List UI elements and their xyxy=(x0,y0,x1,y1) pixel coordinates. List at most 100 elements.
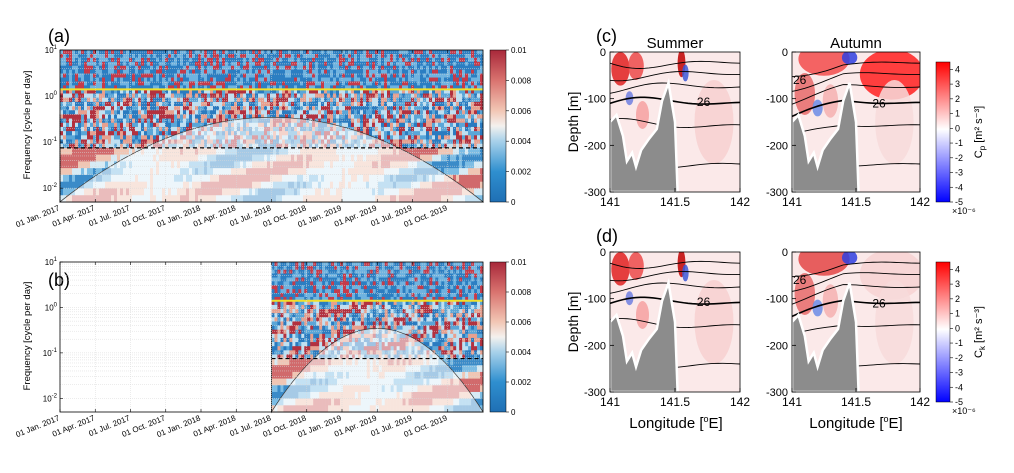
wavelet-cell xyxy=(63,101,67,107)
wavelet-cell xyxy=(462,77,466,82)
wavelet-cell xyxy=(292,337,296,343)
wavelet-cell xyxy=(60,57,64,63)
wavelet-cell xyxy=(405,89,409,94)
wavelet-cell xyxy=(292,317,296,322)
wavelet-cell xyxy=(408,126,412,132)
wavelet-cell xyxy=(129,122,133,128)
wavelet-cell xyxy=(60,143,64,149)
wavelet-cell xyxy=(462,161,466,169)
wavelet-cell xyxy=(318,85,322,90)
wavelet-cell xyxy=(360,101,364,107)
wavelet-cell xyxy=(168,106,172,111)
wavelet-cell xyxy=(274,350,278,355)
wavelet-cell xyxy=(477,154,481,162)
wavelet-cell xyxy=(354,106,358,111)
wavelet-cell xyxy=(301,342,305,347)
wavelet-cell xyxy=(156,89,160,94)
wavelet-cell xyxy=(381,106,385,111)
wavelet-cell xyxy=(300,73,304,78)
wavelet-cell xyxy=(306,97,310,103)
wavelet-cell xyxy=(117,85,121,90)
wavelet-cell xyxy=(111,65,115,70)
wavelet-cell xyxy=(432,65,436,70)
wavelet-cell xyxy=(456,174,460,182)
wavelet-cell xyxy=(192,118,196,124)
wavelet-cell xyxy=(69,181,73,189)
wavelet-cell xyxy=(292,333,296,339)
wavelet-cell xyxy=(390,126,394,132)
wavelet-cell xyxy=(75,53,79,59)
wavelet-cell xyxy=(369,89,373,94)
wavelet-cell xyxy=(177,53,181,59)
wavelet-cell xyxy=(468,61,472,67)
wavelet-cell xyxy=(69,147,73,155)
wavelet-cell xyxy=(408,69,412,74)
wavelet-cell xyxy=(69,85,73,90)
wavelet-cell xyxy=(280,289,284,294)
wavelet-cell xyxy=(357,101,361,107)
wavelet-cell xyxy=(312,101,316,107)
wavelet-cell xyxy=(60,195,64,203)
wavelet-cell xyxy=(258,93,262,98)
wavelet-cell xyxy=(411,81,415,86)
wavelet-cell xyxy=(126,101,130,107)
wavelet-cell xyxy=(387,81,391,86)
wavelet-cell xyxy=(192,57,196,63)
wavelet-cell xyxy=(225,101,229,107)
wavelet-cell xyxy=(150,57,154,63)
wavelet-cell xyxy=(396,73,400,78)
wavelet-cell xyxy=(405,97,409,103)
wavelet-cell xyxy=(228,110,232,115)
wavelet-cell xyxy=(292,358,296,366)
wavelet-cell xyxy=(60,188,64,196)
wavelet-cell xyxy=(156,131,160,136)
wavelet-cell xyxy=(426,143,430,149)
wavelet-cell xyxy=(246,106,250,111)
wavelet-cell xyxy=(201,97,205,103)
wavelet-cell xyxy=(300,65,304,70)
wavelet-cell xyxy=(399,114,403,119)
wavelet-cell xyxy=(66,168,70,176)
wavelet-cell xyxy=(318,77,322,82)
wavelet-cell xyxy=(72,139,76,144)
wavelet-cell xyxy=(378,65,382,70)
wavelet-cell xyxy=(228,97,232,103)
wavelet-cell xyxy=(93,168,97,176)
wavelet-cell xyxy=(264,81,268,86)
wavelet-cell xyxy=(429,65,433,70)
wavelet-cell xyxy=(243,101,247,107)
wavelet-cell xyxy=(378,110,382,115)
wavelet-cell xyxy=(189,122,193,128)
wavelet-cell xyxy=(357,114,361,119)
wavelet-cell xyxy=(423,101,427,107)
wavelet-cell xyxy=(387,101,391,107)
wavelet-cell xyxy=(301,329,305,335)
wavelet-cell xyxy=(274,354,278,359)
wavelet-cell xyxy=(246,110,250,115)
wavelet-cell xyxy=(114,147,118,155)
wavelet-cell xyxy=(336,110,340,115)
wavelet-cell xyxy=(411,126,415,132)
wavelet-cell xyxy=(295,281,299,286)
wavelet-cell xyxy=(426,126,430,132)
wavelet-cell xyxy=(462,101,466,107)
wavelet-cell xyxy=(78,139,82,144)
wavelet-cell xyxy=(438,69,442,74)
wavelet-cell xyxy=(237,77,241,82)
wavelet-cell xyxy=(330,114,334,119)
wavelet-cell xyxy=(180,110,184,115)
wavelet-cell xyxy=(426,97,430,103)
wavelet-cell xyxy=(63,114,67,119)
wavelet-cell xyxy=(453,143,457,149)
wavelet-cell xyxy=(384,50,388,55)
wavelet-cell xyxy=(201,53,205,59)
wavelet-cell xyxy=(304,293,308,298)
wavelet-cell xyxy=(447,89,451,94)
wavelet-cell xyxy=(459,85,463,90)
wavelet-cell xyxy=(450,122,454,128)
wavelet-cell xyxy=(69,135,73,140)
wavelet-cell xyxy=(318,114,322,119)
wavelet-cell xyxy=(274,365,278,373)
wavelet-cell xyxy=(237,69,241,74)
wavelet-cell xyxy=(321,97,325,103)
